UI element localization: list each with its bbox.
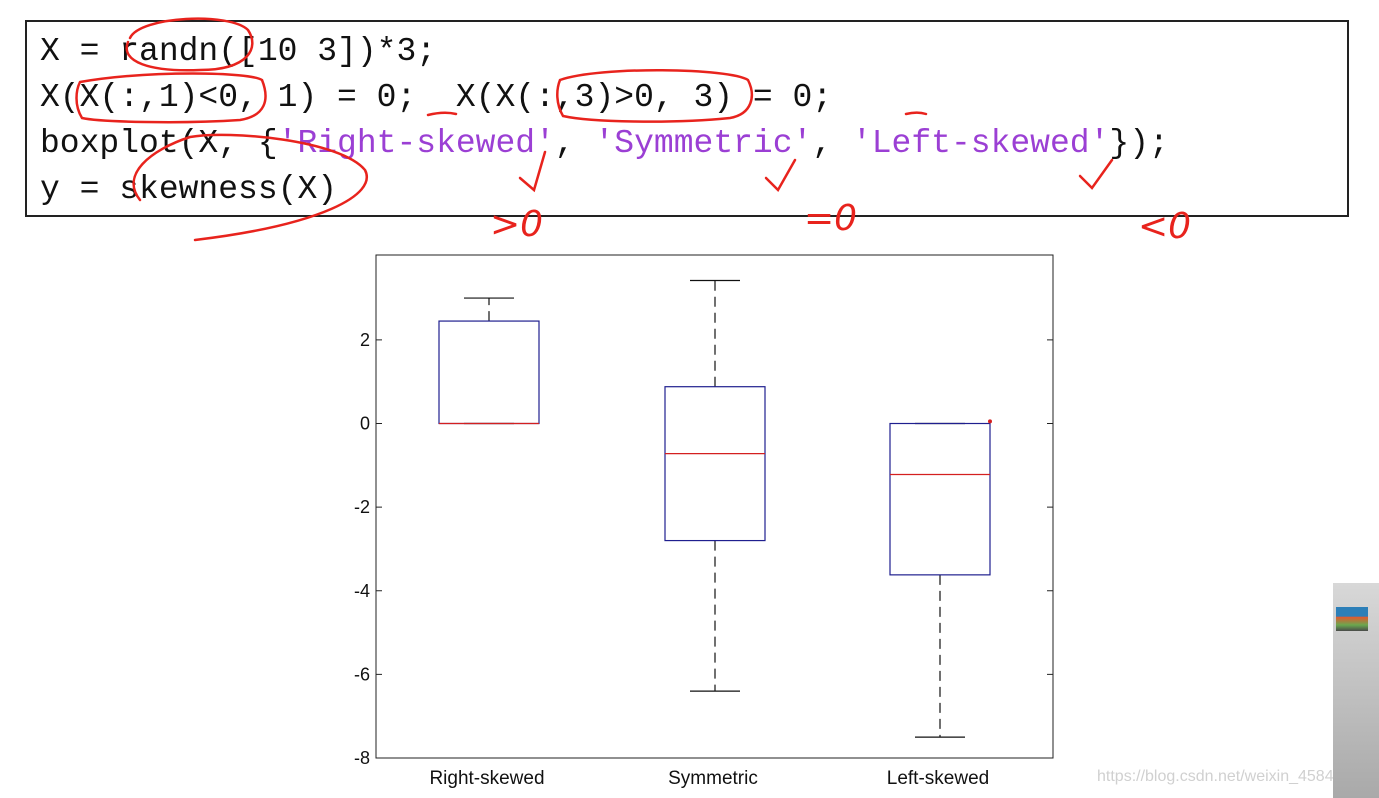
y-tick-label: 2 [360, 330, 370, 350]
outlier-point [988, 419, 992, 424]
y-tick-label: -4 [354, 581, 370, 601]
y-axis: 2 0 -2 -4 -6 -8 [354, 330, 1053, 768]
plot-frame [375, 254, 1054, 759]
x-category-label: Symmetric [668, 768, 758, 789]
code-string: 'Symmetric' [594, 125, 813, 162]
code-text: }); [1109, 125, 1169, 162]
y-tick-label: 0 [360, 414, 370, 434]
code-text: , [812, 125, 852, 162]
thumbnail-image [1336, 607, 1368, 631]
box-series [438, 279, 992, 738]
code-text: , [554, 125, 595, 162]
x-category-label: Right-skewed [429, 768, 544, 789]
side-thumbnail [1333, 583, 1379, 798]
box-iqr [889, 422, 991, 576]
y-tick-label: -6 [354, 664, 370, 684]
x-category-label: Left-skewed [887, 768, 989, 789]
y-tick-label: -8 [354, 748, 370, 768]
x-axis: Right-skewed Symmetric Left-skewed [429, 768, 989, 789]
code-string: 'Left-skewed' [851, 125, 1110, 162]
box-iqr [438, 320, 540, 425]
watermark: https://blog.csdn.net/weixin_45840825 [1097, 768, 1370, 785]
box-iqr [664, 386, 766, 542]
y-tick-label: -2 [354, 497, 370, 517]
